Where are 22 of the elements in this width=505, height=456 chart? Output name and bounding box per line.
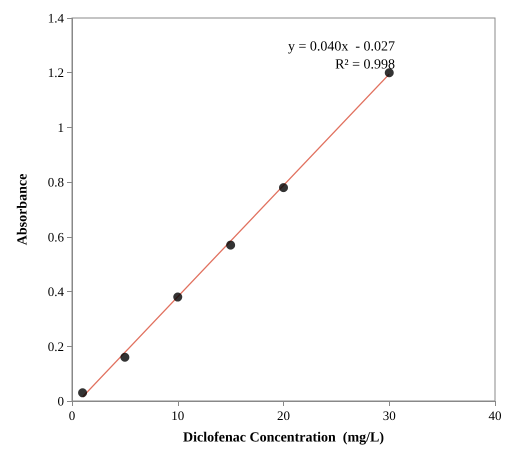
y-tick-label: 1.2 [48,65,64,80]
x-tick-label: 10 [171,408,184,423]
y-tick-label: 0.8 [48,174,64,190]
point [226,240,236,250]
point [78,388,88,398]
y-axis-title: Absorbance [16,174,30,246]
annotation: R² = 0.998 [335,58,396,72]
x-tick-label: 20 [277,408,290,423]
x-axis-title: Diclofenac Concentration (mg/L) [182,430,384,446]
y-tick-label: 0.6 [48,229,64,244]
annotation: y = 0.040x - 0.027 [288,40,396,54]
point [279,183,288,192]
y-tick-label: 0.2 [48,338,64,354]
y-tick-label: 1.4 [48,10,64,26]
y-tick-label: 1 [58,120,64,135]
y-tick-label: 0 [58,394,64,408]
x-tick-label: 30 [382,408,396,423]
point [173,292,182,302]
x-tick-label: 40 [488,408,502,423]
y-tick-label: 0.4 [48,284,64,300]
x-tick-label: 0 [68,408,76,423]
point [120,352,130,362]
